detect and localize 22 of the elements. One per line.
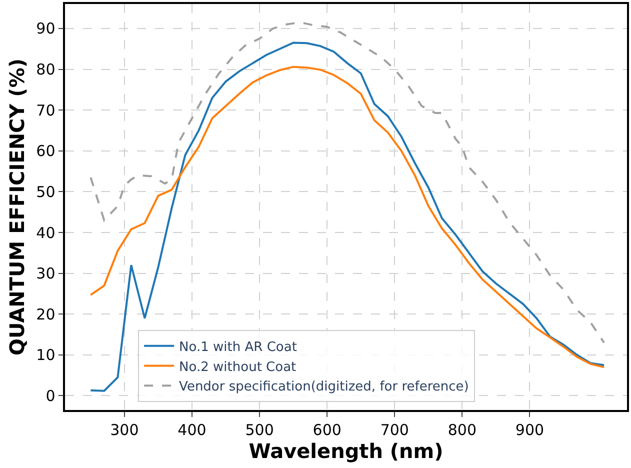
- y-tick-label: 60: [36, 142, 56, 160]
- y-tick-label: 50: [36, 182, 56, 201]
- y-tick-label: 30: [36, 264, 56, 283]
- x-tick-label: 800: [448, 420, 476, 439]
- y-tick-label: 90: [36, 20, 56, 38]
- y-tick-label: 20: [36, 305, 56, 324]
- x-axis-title: Wavelength (nm): [248, 438, 444, 463]
- x-tick-label: 500: [245, 420, 274, 439]
- x-tick-label: 700: [380, 420, 409, 439]
- y-tick-label: 80: [36, 60, 56, 79]
- y-tick-label: 10: [36, 346, 56, 364]
- x-tick-label: 300: [110, 420, 139, 439]
- y-tick-label: 40: [36, 224, 56, 242]
- y-tick-label: 0: [46, 386, 56, 405]
- x-tick-label: 900: [515, 420, 544, 439]
- legend-label: No.1 with AR Coat: [179, 340, 297, 355]
- y-axis-title: QUANTUM EFFICIENCY (%): [5, 58, 30, 356]
- y-tick-label: 70: [36, 101, 56, 120]
- x-tick-label: 400: [178, 420, 206, 439]
- x-tick-label: 600: [312, 420, 342, 439]
- legend-label: Vendor specification(digitized, for reference): [179, 380, 469, 395]
- legend-label: No.2 without Coat: [179, 360, 296, 375]
